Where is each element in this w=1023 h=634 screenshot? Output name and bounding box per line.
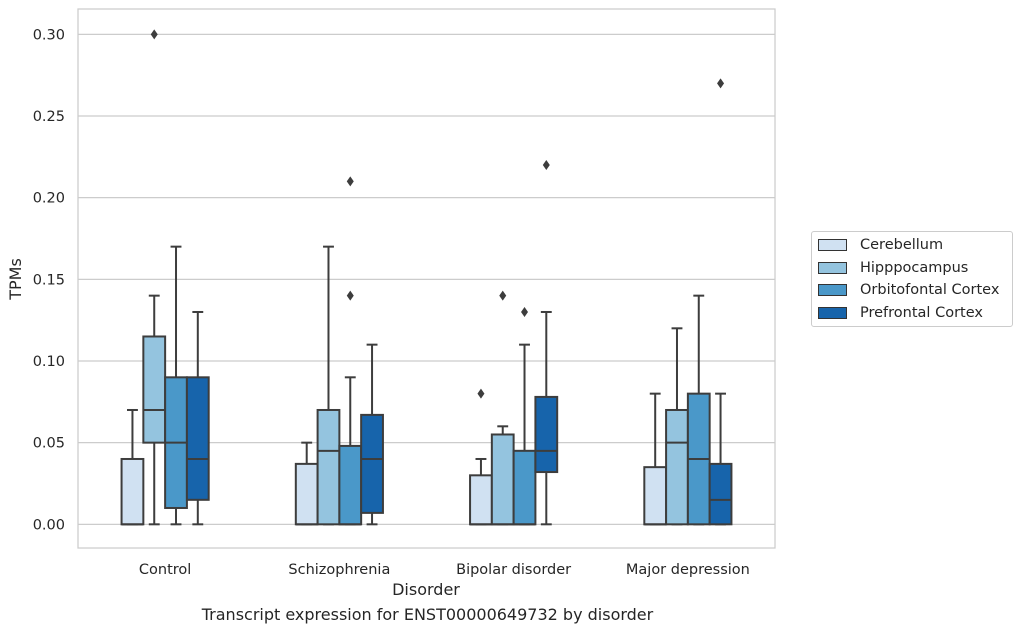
- box-iqr: [338, 444, 363, 526]
- y-axis-title: TPMs: [6, 258, 25, 301]
- box-iqr: [120, 457, 145, 526]
- box-group: [708, 78, 733, 526]
- legend-swatch: [818, 306, 847, 319]
- figure-caption: Transcript expression for ENST0000064973…: [201, 605, 654, 624]
- outlier-point: [346, 290, 354, 301]
- legend-swatch: [818, 261, 847, 274]
- box-group: [490, 290, 515, 526]
- box-group: [294, 441, 319, 526]
- box-iqr: [316, 408, 341, 526]
- y-tick-labels: 0.00 0.05 0.10 0.15 0.20 0.25 0.30: [33, 27, 65, 533]
- box-iqr: [142, 335, 167, 444]
- box-group: [360, 343, 384, 526]
- outlier-point: [346, 176, 354, 187]
- y-tick-label: 0.15: [33, 272, 65, 288]
- legend-item: Hipppocampus: [812, 257, 1012, 280]
- box-iqr: [665, 408, 689, 526]
- legend-item: Cerebellum: [812, 234, 1012, 257]
- box-group: [643, 392, 668, 526]
- legend-item: Orbitofontal Cortex: [812, 279, 1012, 302]
- box-iqr: [512, 449, 537, 526]
- outlier-point: [499, 290, 507, 301]
- y-tick-label: 0.25: [33, 109, 65, 125]
- box-group: [665, 327, 689, 526]
- legend-label: Orbitofontal Cortex: [860, 282, 1000, 299]
- x-tick-label: Control: [139, 562, 191, 578]
- outlier-point: [717, 78, 725, 89]
- box-group: [316, 245, 341, 526]
- legend-label: Hipppocampus: [860, 259, 969, 276]
- legend-label: Cerebellum: [860, 237, 944, 254]
- legend: Cerebellum Hipppocampus Orbitofontal Corte…: [811, 231, 1013, 327]
- box-group: [120, 408, 145, 526]
- x-tick-label: Major depression: [626, 562, 750, 578]
- box-group: [142, 29, 167, 526]
- box-iqr: [185, 376, 210, 501]
- outlier-point: [521, 306, 529, 317]
- y-tick-label: 0.30: [33, 27, 65, 43]
- boxes: [120, 29, 733, 526]
- legend-swatch: [818, 284, 847, 297]
- legend-item: Prefrontal Cortex: [812, 302, 1012, 325]
- box-iqr: [534, 395, 559, 474]
- outlier-point: [477, 388, 485, 399]
- box-iqr: [469, 474, 493, 526]
- legend-label: Prefrontal Cortex: [860, 304, 983, 321]
- box-group: [469, 388, 493, 526]
- box-iqr: [360, 413, 384, 514]
- x-tick-labels: Control Schizophrenia Bipolar disorder Majo…: [139, 562, 750, 578]
- box-group: [185, 310, 210, 526]
- y-tick-label: 0.20: [33, 191, 65, 207]
- box-group: [338, 176, 363, 526]
- x-tick-label: Schizophrenia: [288, 562, 390, 578]
- x-axis-title: Disorder: [392, 580, 460, 599]
- box-group: [686, 294, 711, 526]
- box-group: [164, 245, 188, 526]
- legend-swatch: [818, 239, 847, 252]
- y-tick-label: 0.05: [33, 436, 65, 452]
- box-group: [512, 306, 537, 526]
- box-iqr: [708, 462, 733, 526]
- y-tick-label: 0.00: [33, 517, 65, 533]
- box-group: [534, 159, 559, 526]
- box-iqr: [643, 466, 668, 526]
- outlier-point: [542, 159, 550, 170]
- x-tick-label: Bipolar disorder: [456, 562, 571, 578]
- plot-frame: [77, 8, 776, 549]
- box-iqr: [294, 462, 319, 526]
- outlier-point: [150, 29, 158, 40]
- y-tick-label: 0.10: [33, 354, 65, 370]
- box-iqr: [490, 433, 515, 526]
